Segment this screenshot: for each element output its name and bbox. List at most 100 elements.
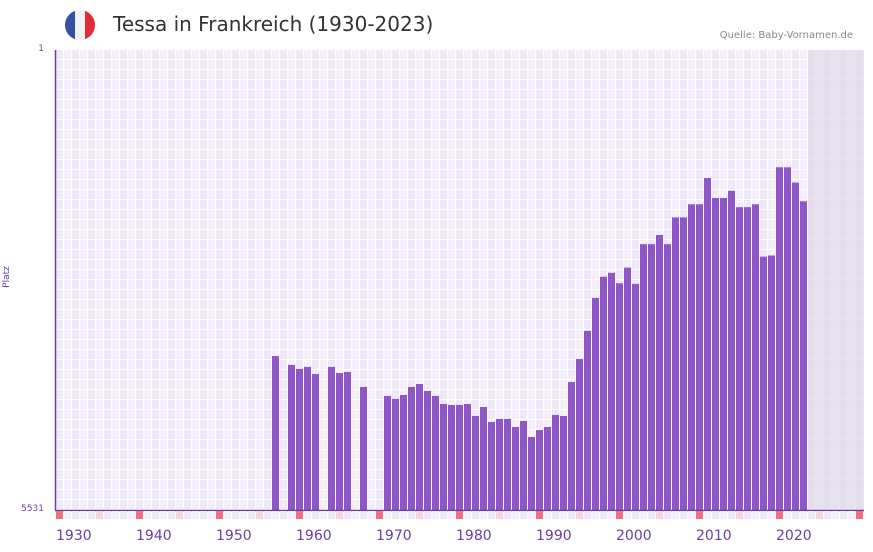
grid-cell	[496, 250, 503, 259]
grid-cell	[328, 330, 335, 339]
grid-cell	[416, 190, 423, 199]
grid-cell	[152, 180, 159, 189]
grid-cell	[624, 210, 631, 219]
grid-cell	[536, 420, 543, 429]
grid-cell	[120, 330, 127, 339]
grid-cell	[712, 90, 719, 99]
grid-cell	[584, 250, 591, 259]
grid-cell	[552, 290, 559, 299]
grid-cell	[448, 230, 455, 239]
grid-cell	[408, 160, 415, 169]
grid-cell	[224, 410, 231, 419]
grid-cell	[64, 270, 71, 279]
grid-cell	[392, 290, 399, 299]
grid-cell	[168, 300, 175, 309]
grid-cell	[560, 390, 567, 399]
grid-cell	[152, 350, 159, 359]
grid-cell	[560, 380, 567, 389]
year-marker	[704, 511, 711, 519]
grid-cell	[320, 60, 327, 69]
grid-cell	[240, 150, 247, 159]
grid-cell	[552, 60, 559, 69]
grid-cell	[736, 200, 743, 209]
year-marker	[64, 511, 71, 519]
grid-cell	[80, 380, 87, 389]
bar-1982	[472, 415, 479, 510]
grid-cell	[168, 350, 175, 359]
grid-cell	[144, 280, 151, 289]
grid-cell	[760, 250, 767, 259]
grid-cell	[88, 320, 95, 329]
grid-cell	[264, 410, 271, 419]
grid-cell	[384, 110, 391, 119]
grid-cell	[552, 250, 559, 259]
grid-cell	[616, 140, 623, 149]
grid-cell	[72, 150, 79, 159]
grid-cell	[424, 310, 431, 319]
grid-cell	[104, 130, 111, 139]
grid-cell	[544, 350, 551, 359]
grid-cell	[112, 210, 119, 219]
year-marker	[608, 511, 615, 519]
grid-cell	[784, 50, 791, 59]
year-marker	[208, 511, 215, 519]
grid-cell	[312, 320, 319, 329]
grid-cell	[72, 470, 79, 479]
grid-cell	[632, 220, 639, 229]
grid-cell	[392, 150, 399, 159]
grid-cell	[800, 70, 807, 79]
grid-cell	[288, 220, 295, 229]
grid-cell	[472, 220, 479, 229]
grid-cell	[504, 390, 511, 399]
grid-cell	[64, 140, 71, 149]
grid-cell	[72, 330, 79, 339]
grid-cell	[688, 90, 695, 99]
grid-cell	[240, 130, 247, 139]
year-marker	[320, 511, 327, 519]
grid-cell	[264, 230, 271, 239]
grid-cell	[184, 210, 191, 219]
grid-cell	[368, 100, 375, 109]
grid-cell	[208, 500, 215, 509]
grid-cell	[528, 90, 535, 99]
source-link[interactable]: Quelle: Baby-Vornamen.de	[719, 30, 853, 41]
bar-2020	[776, 167, 783, 510]
grid-cell	[136, 200, 143, 209]
grid-cell	[432, 180, 439, 189]
grid-cell	[168, 310, 175, 319]
grid-cell	[800, 60, 807, 69]
grid-cell	[472, 240, 479, 249]
grid-cell	[256, 120, 263, 129]
grid-cell	[256, 270, 263, 279]
grid-cell	[496, 90, 503, 99]
grid-cell	[120, 190, 127, 199]
grid-cell	[256, 90, 263, 99]
grid-cell	[112, 330, 119, 339]
grid-cell	[504, 400, 511, 409]
grid-cell	[96, 200, 103, 209]
grid-cell	[232, 380, 239, 389]
grid-cell	[528, 400, 535, 409]
grid-cell	[216, 250, 223, 259]
grid-cell	[160, 60, 167, 69]
grid-cell	[224, 390, 231, 399]
grid-cell	[528, 140, 535, 149]
grid-cell	[80, 320, 87, 329]
grid-cell	[320, 50, 327, 59]
grid-cell	[552, 340, 559, 349]
grid-cell	[216, 480, 223, 489]
grid-cell	[224, 190, 231, 199]
grid-cell	[376, 190, 383, 199]
grid-cell	[704, 80, 711, 89]
bar-2019	[768, 255, 775, 510]
grid-cell	[72, 490, 79, 499]
grid-cell	[256, 280, 263, 289]
grid-cell	[104, 230, 111, 239]
grid-cell	[336, 170, 343, 179]
grid-cell	[384, 60, 391, 69]
grid-cell	[112, 500, 119, 509]
grid-cell	[288, 160, 295, 169]
grid-cell	[320, 300, 327, 309]
grid-cell	[192, 390, 199, 399]
grid-cell	[280, 490, 287, 499]
